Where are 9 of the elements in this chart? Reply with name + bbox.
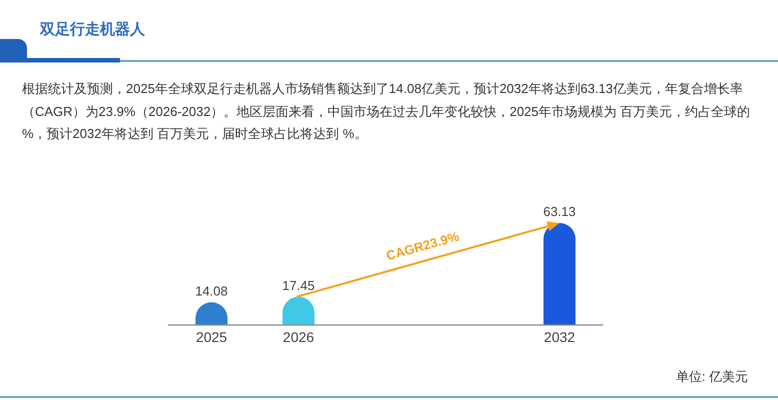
data-label: 63.13 [543, 204, 576, 219]
chart-title: 双足行走机器人 [40, 20, 145, 39]
data-label: 14.08 [195, 283, 228, 298]
chart-subtitle: 根据统计及预测，2025年全球双足行走机器人市场销售额达到了14.08亿美元，预计2032年将达到63.13亿美元，年复合增长率（CAGR）为23.9%（2026-2032）。地区层面来看，中国市场在过去几年变化较快，2025年市场规模为 百万美元，约占全球的 %，预计2032年将达到 百万美元，届时全球占比将达到 %。 [22, 80, 752, 143]
x-tick-label: 2025 [196, 328, 228, 345]
data-label: 17.45 [282, 278, 315, 293]
text: 单位: 亿美元 [676, 369, 748, 384]
x-tick-label: 2026 [282, 328, 314, 345]
x-tick-label: 2032 [544, 328, 576, 345]
